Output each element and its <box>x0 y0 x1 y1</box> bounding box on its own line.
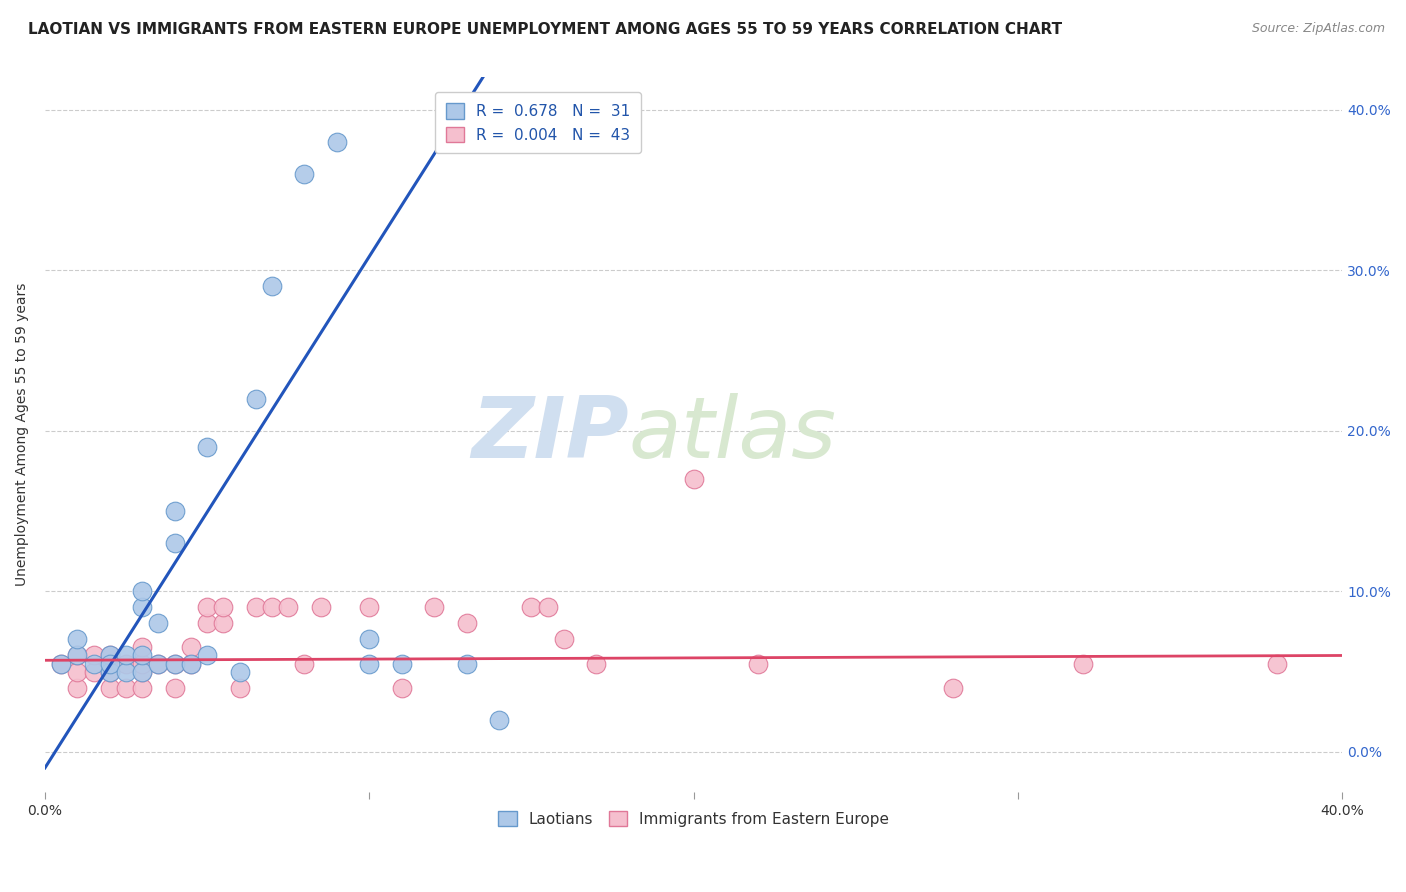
Point <box>148 616 170 631</box>
Point <box>195 440 218 454</box>
Point <box>1267 657 1289 671</box>
Point <box>359 657 381 671</box>
Point <box>180 640 202 655</box>
Point <box>277 600 299 615</box>
Point <box>294 657 316 671</box>
Point <box>553 632 575 647</box>
Point <box>98 648 121 663</box>
Point <box>163 681 186 695</box>
Point <box>98 681 121 695</box>
Point <box>520 600 543 615</box>
Point <box>163 657 186 671</box>
Point <box>131 665 153 679</box>
Point <box>228 681 250 695</box>
Point <box>212 616 235 631</box>
Point <box>115 681 138 695</box>
Point <box>131 657 153 671</box>
Point <box>131 584 153 599</box>
Point <box>115 665 138 679</box>
Point <box>260 279 283 293</box>
Legend: Laotians, Immigrants from Eastern Europe: Laotians, Immigrants from Eastern Europe <box>491 803 897 834</box>
Point <box>359 632 381 647</box>
Point <box>942 681 965 695</box>
Point <box>682 472 704 486</box>
Point <box>115 657 138 671</box>
Point <box>195 616 218 631</box>
Point <box>83 657 105 671</box>
Point <box>245 392 267 406</box>
Point <box>66 665 89 679</box>
Point <box>98 657 121 671</box>
Point <box>180 657 202 671</box>
Point <box>359 600 381 615</box>
Point <box>51 657 73 671</box>
Y-axis label: Unemployment Among Ages 55 to 59 years: Unemployment Among Ages 55 to 59 years <box>15 283 30 586</box>
Point <box>585 657 607 671</box>
Point <box>228 665 250 679</box>
Point <box>260 600 283 615</box>
Text: ZIP: ZIP <box>471 393 628 476</box>
Point <box>163 504 186 518</box>
Point <box>163 536 186 550</box>
Point <box>163 657 186 671</box>
Point <box>51 657 73 671</box>
Point <box>1071 657 1094 671</box>
Point <box>98 665 121 679</box>
Point <box>423 600 446 615</box>
Point <box>456 657 478 671</box>
Point <box>391 657 413 671</box>
Point <box>245 600 267 615</box>
Point <box>131 648 153 663</box>
Text: atlas: atlas <box>628 393 837 476</box>
Point <box>294 167 316 181</box>
Point <box>66 632 89 647</box>
Point <box>488 713 510 727</box>
Point <box>326 135 349 149</box>
Point <box>83 665 105 679</box>
Text: LAOTIAN VS IMMIGRANTS FROM EASTERN EUROPE UNEMPLOYMENT AMONG AGES 55 TO 59 YEARS: LAOTIAN VS IMMIGRANTS FROM EASTERN EUROP… <box>28 22 1063 37</box>
Point <box>195 648 218 663</box>
Point <box>115 648 138 663</box>
Point <box>747 657 769 671</box>
Point <box>391 681 413 695</box>
Text: Source: ZipAtlas.com: Source: ZipAtlas.com <box>1251 22 1385 36</box>
Point <box>131 681 153 695</box>
Point <box>131 600 153 615</box>
Point <box>131 640 153 655</box>
Point <box>66 648 89 663</box>
Point <box>98 665 121 679</box>
Point <box>148 657 170 671</box>
Point <box>180 657 202 671</box>
Point <box>537 600 560 615</box>
Point <box>195 600 218 615</box>
Point <box>83 648 105 663</box>
Point <box>212 600 235 615</box>
Point <box>66 681 89 695</box>
Point <box>98 648 121 663</box>
Point <box>131 665 153 679</box>
Point <box>148 657 170 671</box>
Point <box>456 616 478 631</box>
Point <box>309 600 332 615</box>
Point <box>66 648 89 663</box>
